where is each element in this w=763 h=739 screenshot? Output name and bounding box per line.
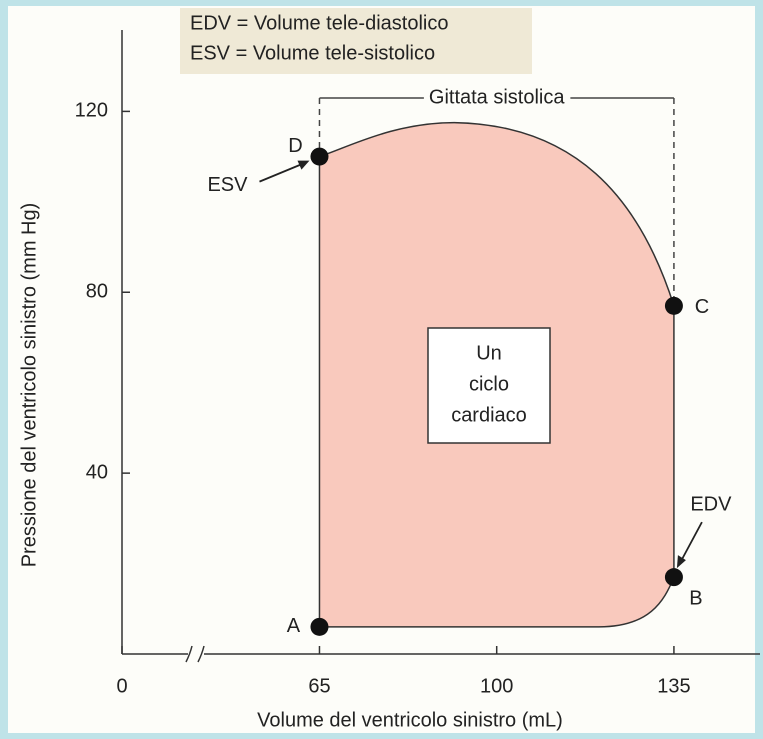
point — [310, 147, 329, 166]
point-label: B — [689, 587, 702, 609]
y-tick-label: 120 — [75, 100, 108, 122]
box-text: cardiaco — [451, 404, 527, 426]
legend-box — [180, 8, 532, 74]
x-tick-label: 135 — [657, 675, 690, 697]
point-label: A — [287, 615, 301, 637]
callout: ESV — [207, 174, 248, 196]
annotation-bg — [423, 86, 571, 109]
y-tick-label: 40 — [86, 461, 108, 483]
text-box — [427, 327, 551, 444]
box-text: Un — [476, 342, 502, 364]
x-axis-label: Volume del ventricolo sinistro (mL) — [257, 709, 563, 731]
y-axis-label: Pressione del ventricolo sinistro (mm Hg… — [18, 203, 40, 568]
annotation: Gittata sistolica — [429, 86, 565, 108]
arrow-head — [676, 555, 686, 569]
legend-line: ESV = Volume tele-sistolico — [190, 42, 435, 64]
legend-line: EDV = Volume tele-diastolico — [190, 12, 448, 34]
x-tick-label: 0 — [116, 675, 127, 697]
callout: EDV — [690, 493, 732, 515]
x-tick-label: 100 — [480, 675, 513, 697]
point — [664, 568, 683, 587]
point — [664, 296, 683, 315]
x-tick-label: 65 — [308, 675, 330, 697]
y-tick-label: 80 — [86, 281, 108, 303]
box-text: ciclo — [469, 373, 509, 395]
callout-arrow — [679, 521, 703, 564]
point — [310, 617, 329, 636]
axis-break — [185, 645, 205, 663]
point-label: D — [288, 135, 302, 157]
callout-arrow — [259, 161, 306, 183]
point-label: C — [695, 296, 709, 318]
arrow-head — [297, 160, 310, 170]
